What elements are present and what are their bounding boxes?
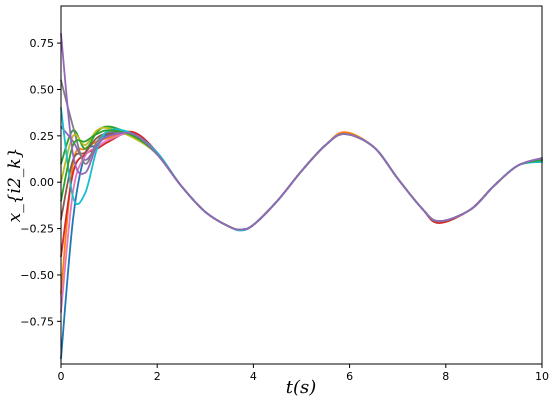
y-axis-title: x_{i2_k} xyxy=(5,148,25,223)
plot-area xyxy=(60,32,543,360)
y-tick-label: −0.75 xyxy=(20,315,54,328)
y-tick-label: −0.25 xyxy=(20,223,54,236)
y-tick-label: 0.75 xyxy=(30,37,55,50)
y-tick-label: −0.50 xyxy=(20,269,54,282)
series-line-5 xyxy=(60,125,543,231)
y-axis: −0.75 −0.50 −0.25 0.00 0.25 0.50 0.75 xyxy=(20,37,61,328)
series-line-7 xyxy=(60,132,543,313)
y-tick-label: 0.50 xyxy=(30,83,55,96)
series-line-12 xyxy=(60,32,543,231)
x-tick-label: 2 xyxy=(154,370,161,383)
series-line-10 xyxy=(60,107,543,232)
x-tick-label: 6 xyxy=(346,370,353,383)
y-tick-label: 0.00 xyxy=(30,176,55,189)
y-tick-label: 0.25 xyxy=(30,130,55,143)
series-line-4 xyxy=(60,130,543,258)
series-line-6 xyxy=(60,132,543,231)
x-tick-label: 4 xyxy=(250,370,257,383)
plot-frame xyxy=(60,5,543,365)
x-axis: 0 2 4 6 8 10 xyxy=(58,364,549,383)
series-line-3 xyxy=(60,125,543,231)
series-line-8 xyxy=(60,79,543,231)
x-tick-label: 10 xyxy=(535,370,549,383)
series-line-9 xyxy=(60,126,543,231)
x-tick-label: 8 xyxy=(442,370,449,383)
series-line-2 xyxy=(60,130,543,295)
x-axis-title: t(s) xyxy=(286,377,317,398)
series-line-11 xyxy=(60,129,543,231)
x-tick-label: 0 xyxy=(58,370,65,383)
series-line-1 xyxy=(60,131,543,360)
